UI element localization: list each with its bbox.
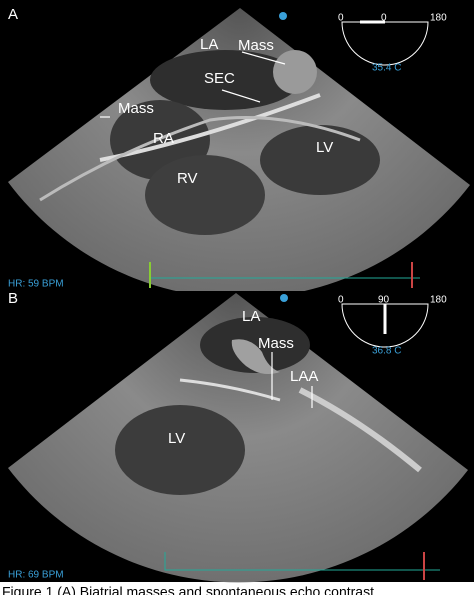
angle-dial (341, 303, 429, 348)
panel-label: A (8, 6, 18, 23)
wall (179, 378, 281, 402)
angle-label: 0 (381, 13, 387, 24)
annotation: SEC (204, 70, 235, 87)
annotation: Mass (258, 335, 294, 352)
angle-label: 90 (378, 295, 390, 306)
mass (231, 339, 280, 374)
panel-a: A LA Mass SEC Mass RA LV RV 0 0 180 35.4… (0, 0, 474, 299)
wall (39, 116, 361, 202)
angle-label: 180 (430, 295, 447, 306)
temperature: 36.8 C (372, 346, 401, 357)
angle-label: 180 (430, 13, 447, 24)
heart-rate: HR: 69 BPM (8, 570, 64, 581)
angle-dial (341, 21, 429, 66)
annotation: LAA (290, 368, 318, 385)
wall (298, 387, 422, 473)
panel-label: B (8, 290, 18, 307)
angle-label: 0 (338, 295, 344, 306)
marker (279, 12, 287, 20)
chamber (145, 155, 265, 235)
pointer (241, 51, 286, 65)
annotation: LV (168, 430, 185, 447)
annotation: Mass (118, 100, 154, 117)
echo-sector (8, 8, 470, 299)
angle-label: 0 (338, 13, 344, 24)
marker (280, 294, 288, 302)
annotation: RV (177, 170, 198, 187)
annotation: RA (153, 130, 174, 147)
ecg-trace (164, 552, 440, 571)
panel-b: B LA Mass LAA LV 0 90 180 36.8 C HR: 69 … (0, 290, 474, 583)
heart-rate: HR: 59 BPM (8, 279, 64, 290)
annotation: Mass (238, 37, 274, 54)
caption: Figure 1 (A) Biatrial masses and spontan… (2, 584, 374, 595)
mass (273, 50, 317, 94)
annotation: LA (242, 308, 260, 325)
annotation: LV (316, 139, 333, 156)
temperature: 35.4 C (372, 63, 401, 74)
pointer (221, 89, 261, 103)
chamber (260, 125, 380, 195)
annotation: LA (200, 36, 218, 53)
chamber (150, 50, 300, 110)
chamber (115, 405, 245, 495)
